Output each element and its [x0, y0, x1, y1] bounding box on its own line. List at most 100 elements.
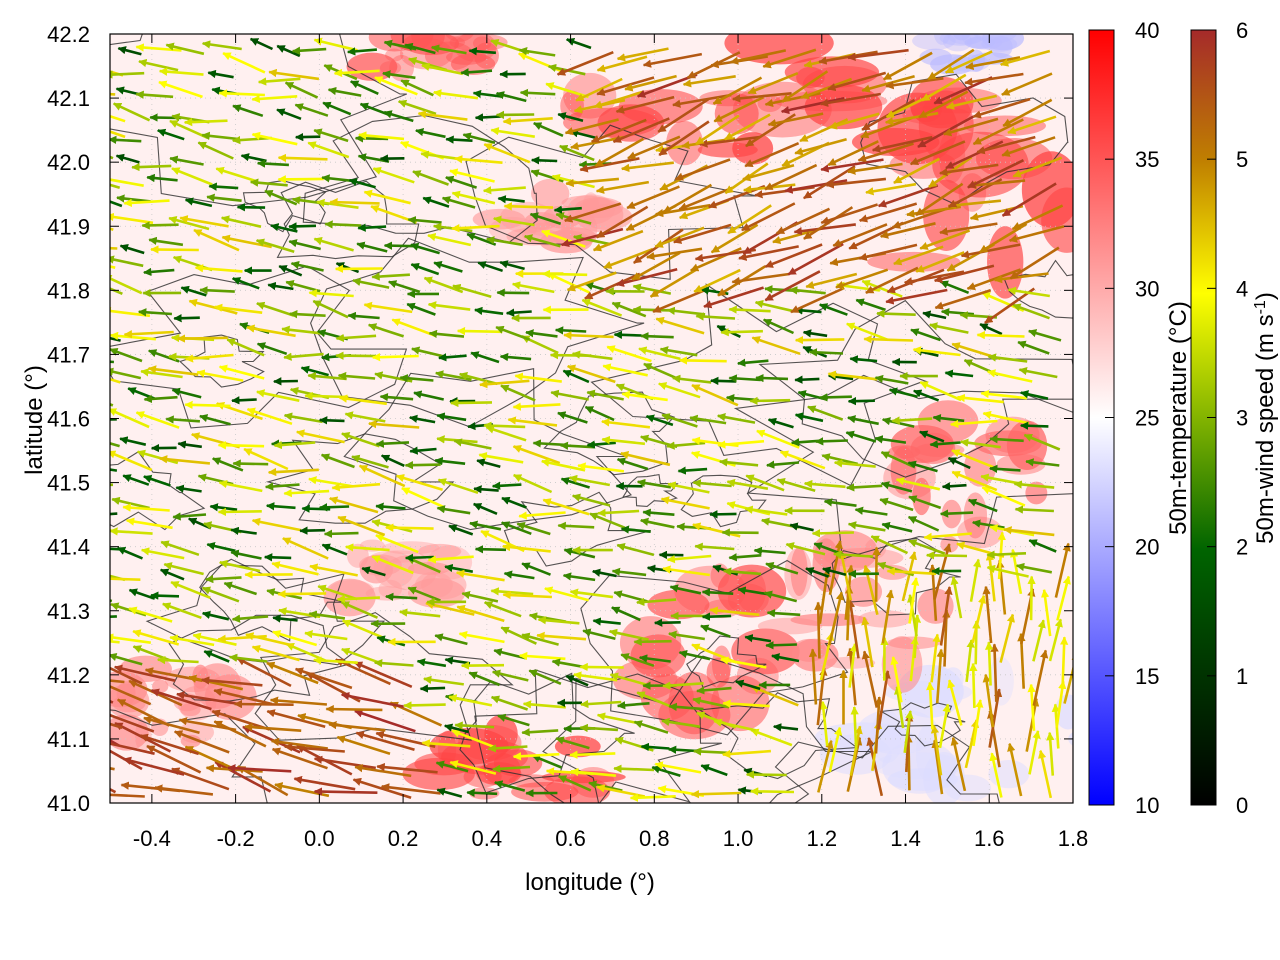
wind-vector	[982, 673, 995, 728]
wind-vector	[553, 205, 582, 214]
wind-vector	[479, 379, 530, 389]
wind-vector	[945, 140, 1004, 170]
wind-vector	[410, 242, 440, 255]
wind-vector	[525, 329, 558, 338]
temperature-patch	[867, 251, 961, 272]
wind-vector	[967, 159, 1025, 189]
wind-vector	[677, 466, 708, 475]
wind-vector	[233, 699, 294, 709]
wind-vector	[115, 153, 140, 164]
temperature-patch	[790, 546, 808, 596]
wind-vector	[428, 329, 465, 339]
x-tick-label: 0.4	[472, 826, 503, 851]
wind-vector	[347, 311, 380, 321]
wind-vector	[363, 301, 413, 314]
wind-vector	[462, 132, 496, 144]
temperature-patch	[963, 492, 988, 539]
wind-vector	[713, 718, 756, 732]
wind-vector	[863, 335, 914, 344]
wind-vector	[412, 170, 449, 186]
wind-vector	[236, 203, 266, 212]
wind-vector	[495, 91, 527, 103]
wind-vector	[353, 661, 413, 688]
temperature-colorbar-tick-label: 40	[1135, 18, 1159, 43]
wind-vector	[771, 653, 800, 663]
wind-vector	[993, 272, 1049, 284]
wind-vector	[110, 615, 117, 619]
wind-vector	[110, 749, 143, 771]
wind-vector	[468, 671, 500, 687]
wind-vector	[523, 234, 561, 248]
wind-vector	[357, 223, 387, 232]
wind-vector	[236, 657, 292, 688]
wind-vector	[148, 236, 184, 247]
wind-vector	[581, 298, 623, 317]
wind-vector	[110, 657, 111, 660]
wind-vector	[228, 653, 268, 663]
wind-vector	[800, 77, 853, 100]
wind-vector	[870, 535, 909, 555]
wind-vector	[505, 308, 532, 317]
wind-vector	[1063, 652, 1073, 704]
wind-vector	[720, 328, 763, 337]
wind-vector	[658, 120, 710, 157]
wind-vector	[1001, 72, 1053, 96]
wind-vector	[176, 334, 228, 343]
wind-vector	[380, 783, 441, 795]
wind-vector	[906, 593, 918, 637]
wind-vector	[283, 743, 345, 753]
wind-vector	[789, 522, 814, 532]
wind-vector	[632, 305, 671, 314]
wind-vector	[956, 393, 1004, 404]
wind-vector	[989, 464, 1021, 474]
wind-vector	[193, 228, 240, 252]
wind-vector	[1032, 619, 1046, 662]
wind-vector	[478, 451, 524, 464]
wind-vector	[985, 551, 996, 602]
wind-vector	[666, 554, 712, 564]
wind-vector	[765, 641, 797, 650]
wind-vector	[678, 186, 733, 211]
wind-vector	[838, 550, 853, 601]
temperature-colorbar-tick-label: 30	[1135, 276, 1159, 301]
wind-vector	[350, 80, 379, 95]
wind-vector	[256, 342, 288, 356]
wind-vector	[355, 730, 415, 751]
wind-vector	[569, 750, 616, 759]
contour-line	[254, 611, 514, 741]
wind-vector	[410, 262, 440, 276]
wind-vector	[819, 303, 848, 316]
wind-vector	[722, 699, 770, 708]
wind-vector	[626, 185, 680, 210]
x-tick-label: 0.8	[639, 826, 670, 851]
wind-vector	[288, 310, 326, 319]
wind-vector	[341, 432, 380, 448]
wind-vector	[150, 688, 212, 711]
wind-vector	[596, 712, 640, 725]
wind-vector	[1013, 480, 1055, 489]
wind-vector	[110, 653, 143, 666]
wind-vector	[986, 550, 1027, 559]
wind-vector	[638, 654, 671, 663]
wind-vector	[461, 590, 499, 603]
wind-vector	[309, 563, 358, 577]
wind-vector	[846, 647, 857, 706]
temperature-patch	[630, 634, 686, 678]
wind-vector	[710, 376, 737, 386]
wind-vector	[413, 390, 444, 401]
wind-vector	[790, 286, 845, 314]
temperature-patch	[988, 656, 1014, 706]
wind-vector	[833, 459, 876, 468]
x-tick-label: 1.2	[806, 826, 837, 851]
contour-line	[680, 474, 767, 528]
wind-vector	[819, 700, 829, 746]
wind-vector	[753, 546, 786, 556]
wind-vector	[764, 243, 823, 268]
wind-vector	[147, 365, 199, 376]
wind-vector	[448, 524, 474, 536]
wind-vector	[772, 723, 799, 732]
contour-line	[590, 283, 929, 487]
wind-vector	[931, 739, 944, 795]
wind-vector	[874, 696, 884, 754]
wind-vector	[348, 178, 376, 189]
